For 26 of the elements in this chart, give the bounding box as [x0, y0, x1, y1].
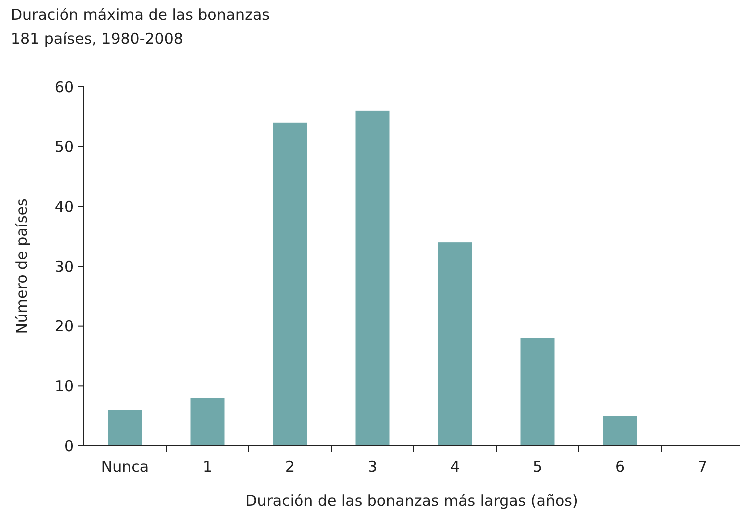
- y-axis-title: Número de países: [13, 198, 31, 334]
- bar: [603, 416, 638, 446]
- chart-title: Duración máxima de las bonanzas: [11, 6, 270, 24]
- x-tick-label: Nunca: [101, 458, 150, 476]
- bar: [273, 122, 308, 446]
- y-tick-label: 30: [54, 258, 74, 276]
- y-tick-label: 20: [54, 318, 74, 336]
- x-tick-label: 5: [532, 458, 543, 476]
- x-tick-label: 7: [698, 458, 708, 476]
- x-tick-label: 3: [368, 458, 378, 476]
- y-tick-label: 50: [54, 138, 74, 156]
- bar: [190, 398, 225, 446]
- x-axis-title: Duración de las bonanzas más largas (años): [246, 492, 578, 510]
- chart-subtitle: 181 países, 1980-2008: [11, 30, 184, 48]
- x-tick-label: 4: [450, 458, 460, 476]
- y-tick-label: 40: [54, 198, 74, 216]
- bar: [108, 410, 142, 446]
- y-tick-label: 10: [54, 377, 74, 396]
- x-tick-label: 6: [615, 458, 626, 476]
- bar: [438, 242, 472, 446]
- x-tick-label: 2: [285, 458, 296, 476]
- x-tick-label: 1: [202, 458, 213, 476]
- y-tick-label: 0: [64, 437, 74, 456]
- bar: [520, 338, 555, 446]
- y-tick-label: 60: [54, 78, 74, 96]
- bar: [356, 110, 390, 446]
